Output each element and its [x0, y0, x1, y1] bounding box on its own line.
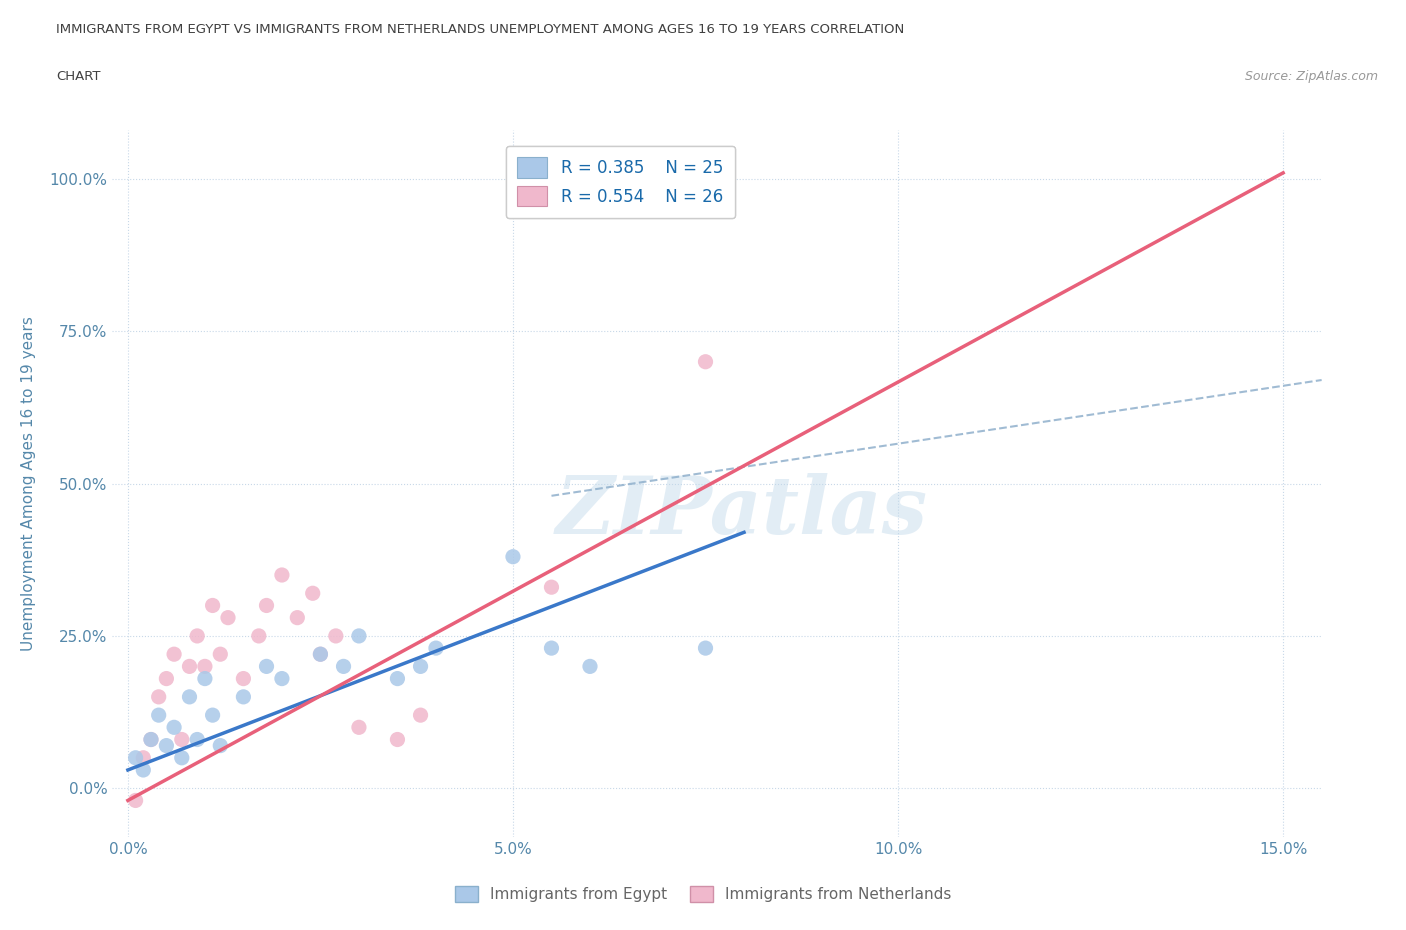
Point	[232, 671, 254, 686]
Point	[301, 586, 323, 601]
Point	[148, 689, 170, 704]
Point	[132, 763, 155, 777]
Point	[209, 646, 232, 661]
Point	[155, 671, 177, 686]
Point	[209, 738, 232, 753]
Point	[256, 659, 278, 674]
Y-axis label: Unemployment Among Ages 16 to 19 years: Unemployment Among Ages 16 to 19 years	[21, 316, 35, 651]
Text: CHART: CHART	[56, 70, 101, 83]
Legend: R = 0.385    N = 25, R = 0.554    N = 26: R = 0.385 N = 25, R = 0.554 N = 26	[506, 146, 735, 218]
Point	[695, 641, 717, 656]
Point	[271, 671, 294, 686]
Point	[387, 732, 409, 747]
Point	[124, 793, 146, 808]
Point	[347, 720, 370, 735]
Point	[179, 689, 201, 704]
Point	[409, 659, 432, 674]
Point	[309, 646, 332, 661]
Point	[163, 646, 186, 661]
Point	[271, 567, 294, 582]
Point	[201, 598, 224, 613]
Point	[387, 671, 409, 686]
Text: ZIPatlas: ZIPatlas	[555, 473, 928, 551]
Text: IMMIGRANTS FROM EGYPT VS IMMIGRANTS FROM NETHERLANDS UNEMPLOYMENT AMONG AGES 16 : IMMIGRANTS FROM EGYPT VS IMMIGRANTS FROM…	[56, 23, 904, 36]
Point	[155, 738, 177, 753]
Point	[579, 659, 602, 674]
Point	[695, 354, 717, 369]
Point	[132, 751, 155, 765]
Point	[179, 659, 201, 674]
Point	[347, 629, 370, 644]
Point	[186, 629, 208, 644]
Point	[247, 629, 270, 644]
Point	[170, 751, 193, 765]
Point	[124, 751, 146, 765]
Point	[540, 641, 562, 656]
Point	[163, 720, 186, 735]
Point	[139, 732, 162, 747]
Point	[148, 708, 170, 723]
Point	[256, 598, 278, 613]
Point	[309, 646, 332, 661]
Point	[502, 550, 524, 565]
Point	[194, 659, 217, 674]
Point	[170, 732, 193, 747]
Legend: Immigrants from Egypt, Immigrants from Netherlands: Immigrants from Egypt, Immigrants from N…	[449, 880, 957, 909]
Point	[332, 659, 354, 674]
Point	[232, 689, 254, 704]
Point	[186, 732, 208, 747]
Point	[409, 708, 432, 723]
Point	[194, 671, 217, 686]
Text: Source: ZipAtlas.com: Source: ZipAtlas.com	[1244, 70, 1378, 83]
Point	[285, 610, 308, 625]
Point	[540, 579, 562, 594]
Point	[201, 708, 224, 723]
Point	[425, 641, 447, 656]
Point	[139, 732, 162, 747]
Point	[217, 610, 239, 625]
Point	[325, 629, 347, 644]
